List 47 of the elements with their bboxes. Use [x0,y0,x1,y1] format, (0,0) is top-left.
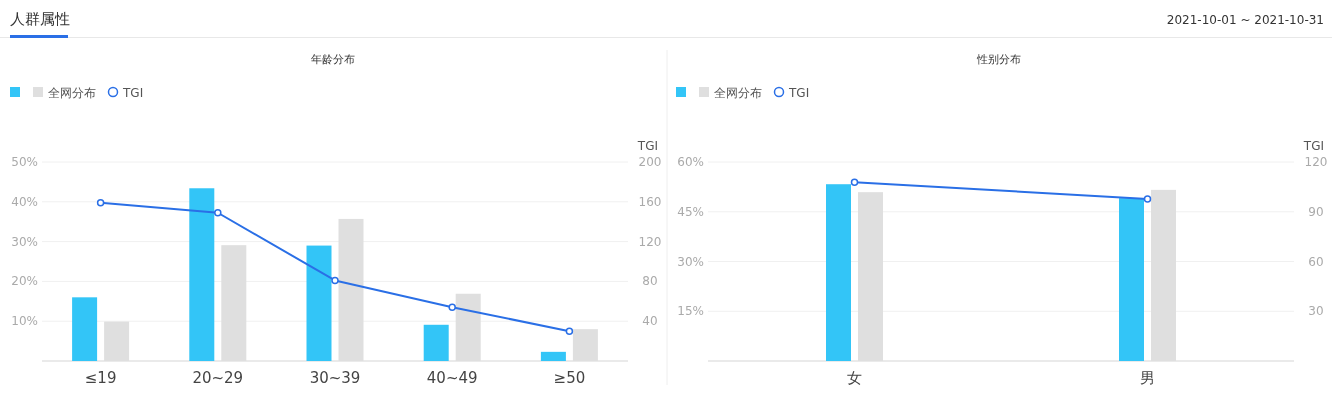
y-tick-label: 30% [11,234,38,249]
y2-axis-title: TGI [636,139,658,153]
y2-tick-label: 120 [638,234,662,249]
x-tick-label: 20~29 [192,369,244,387]
chart-title: 性别分布 [976,53,1021,66]
point [565,327,574,335]
y2-tick-label: 160 [638,194,662,209]
x-tick-label: ≤19 [84,369,117,387]
y-tick-label: 40% [11,194,38,209]
y2-tick-label: 40 [642,314,658,329]
y-tick-label: 50% [11,155,38,169]
x-tick-label: 女 [847,369,862,387]
text: 2021-10-01 ~ 2021-10-31 [1166,13,1324,27]
bar [189,188,215,361]
y-tick-label: 20% [11,274,38,289]
point [331,276,339,285]
y2-axis-title: TGI [1302,139,1324,153]
legend-label: 全网分布 [48,85,96,100]
point [96,199,105,207]
y2-tick-label: 30 [1308,304,1324,319]
y-tick-label: 10% [11,314,38,329]
x-tick-label: 男 [1140,369,1155,387]
point [448,303,456,312]
y-tick-label: 60% [677,155,704,169]
x-tick-label: 40~49 [426,369,478,387]
y2-tick-label: 200 [638,155,662,169]
legend-label: TGI [788,85,810,100]
y2-tick-label: 80 [642,274,658,289]
bar [72,297,98,361]
y-tick-label: 15% [677,304,704,319]
x-tick-label: ≥50 [553,369,586,387]
x-tick-label: 30~39 [309,369,361,387]
bar [306,245,332,361]
bar [826,184,851,361]
bar [423,324,449,361]
legend-label: TGI [122,85,144,100]
y2-tick-label: 120 [1304,155,1328,169]
chart-title: 年龄分布 [311,53,355,66]
y2-tick-label: 90 [1308,204,1324,219]
bar [540,351,566,361]
y-tick-label: 30% [677,254,704,269]
point [214,209,222,217]
text: 人群属性 [10,10,70,28]
y2-tick-label: 60 [1308,254,1324,269]
legend-label: 全网分布 [714,85,762,100]
y-tick-label: 45% [677,204,704,219]
bar [1119,198,1144,361]
